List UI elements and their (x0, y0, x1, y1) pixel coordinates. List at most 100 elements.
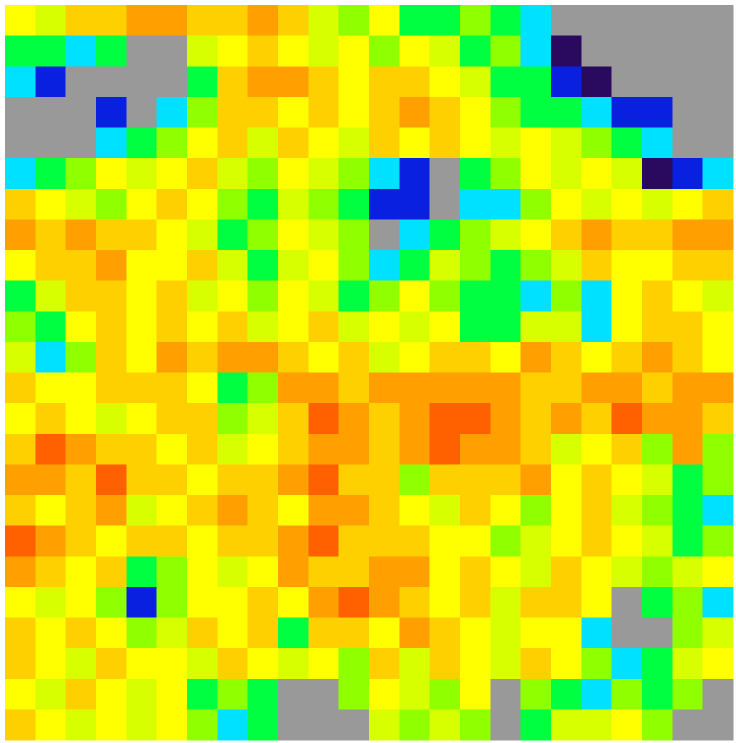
heat-cell (308, 250, 339, 281)
heat-cell (490, 709, 521, 740)
heat-cell (399, 128, 430, 159)
heat-cell (430, 434, 461, 465)
heat-cell (642, 5, 673, 36)
heat-cell (521, 618, 552, 649)
heat-cell (703, 281, 734, 312)
heat-cell (5, 281, 36, 312)
heat-cell (581, 158, 612, 189)
heat-cell (248, 556, 279, 587)
heat-cell (490, 66, 521, 97)
heat-cell (157, 709, 188, 740)
heat-cell (278, 250, 309, 281)
heat-cell (278, 5, 309, 36)
heat-cell (126, 128, 157, 159)
heat-cell (551, 526, 582, 557)
heat-cell (308, 556, 339, 587)
heat-cell (551, 709, 582, 740)
heat-cell (217, 342, 248, 373)
heat-cell (339, 189, 370, 220)
heat-cell (490, 250, 521, 281)
heat-cell (96, 281, 127, 312)
heat-cell (66, 219, 97, 250)
heat-cell (551, 158, 582, 189)
heat-cell (551, 250, 582, 281)
heat-cell (96, 587, 127, 618)
heat-cell (369, 373, 400, 404)
heat-cell (339, 219, 370, 250)
heat-cell (612, 587, 643, 618)
heat-cell (642, 403, 673, 434)
heat-cell (248, 526, 279, 557)
heat-cell (490, 219, 521, 250)
heat-cell (35, 556, 66, 587)
heat-cell (35, 434, 66, 465)
heat-cell (66, 158, 97, 189)
heat-cell (157, 158, 188, 189)
heat-cell (308, 587, 339, 618)
heat-cell (96, 679, 127, 710)
heat-cell (369, 526, 400, 557)
heat-cell (187, 342, 218, 373)
heat-cell (96, 495, 127, 526)
heat-cell (642, 434, 673, 465)
heat-cell (551, 618, 582, 649)
heat-cell (430, 66, 461, 97)
heat-cell (157, 36, 188, 67)
heat-cell (157, 342, 188, 373)
heat-cell (642, 526, 673, 557)
heat-cell (430, 679, 461, 710)
heat-cell (551, 495, 582, 526)
heat-cell (157, 648, 188, 679)
heat-cell (308, 464, 339, 495)
heat-cell (642, 158, 673, 189)
heat-cell (126, 311, 157, 342)
heat-cell (369, 556, 400, 587)
heat-cell (703, 434, 734, 465)
heat-cell (96, 648, 127, 679)
heat-cell (217, 5, 248, 36)
heat-cell (581, 5, 612, 36)
heat-cell (248, 97, 279, 128)
heat-cell (551, 373, 582, 404)
heat-cell (612, 526, 643, 557)
heat-cell (460, 311, 491, 342)
heat-cell (430, 97, 461, 128)
heat-cell (157, 587, 188, 618)
heat-cell (369, 97, 400, 128)
heat-cell (642, 587, 673, 618)
heat-cell (490, 526, 521, 557)
heat-cell (126, 189, 157, 220)
heat-cell (66, 342, 97, 373)
heat-cell (399, 526, 430, 557)
heat-cell (157, 281, 188, 312)
heat-cell (521, 5, 552, 36)
heat-cell (35, 97, 66, 128)
heat-cell (278, 709, 309, 740)
heat-cell (5, 403, 36, 434)
heat-cell (703, 128, 734, 159)
heat-cell (217, 403, 248, 434)
heat-cell (551, 66, 582, 97)
heat-cell (490, 5, 521, 36)
heat-cell (308, 342, 339, 373)
heat-cell (551, 311, 582, 342)
heat-cell (96, 158, 127, 189)
heat-cell (5, 128, 36, 159)
heat-cell (369, 434, 400, 465)
heat-cell (187, 464, 218, 495)
heat-cell (551, 97, 582, 128)
heat-cell (308, 5, 339, 36)
heat-cell (248, 403, 279, 434)
heat-cell (187, 281, 218, 312)
heat-cell (217, 679, 248, 710)
heat-cell (66, 556, 97, 587)
heat-cell (217, 219, 248, 250)
heat-cell (248, 219, 279, 250)
heat-cell (248, 128, 279, 159)
heat-cell (126, 281, 157, 312)
heat-cell (35, 464, 66, 495)
heat-cell (217, 373, 248, 404)
heat-cell (187, 36, 218, 67)
heat-cell (35, 373, 66, 404)
heat-cell (581, 281, 612, 312)
